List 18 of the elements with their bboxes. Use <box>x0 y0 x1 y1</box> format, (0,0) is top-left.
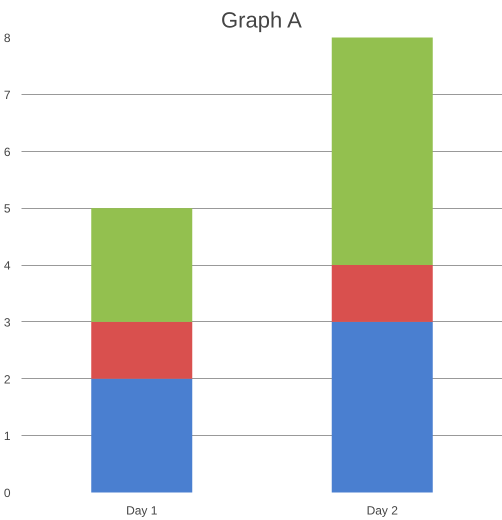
y-tick-label: 2 <box>4 372 11 386</box>
y-tick-label: 1 <box>4 429 11 444</box>
bar <box>332 38 433 265</box>
y-tick-label: 6 <box>4 144 11 159</box>
y-tick-label: 7 <box>4 88 11 102</box>
x-tick-label: Day 1 <box>126 504 158 518</box>
chart-title: Graph A <box>221 8 302 32</box>
bar <box>332 322 433 492</box>
y-tick-label: 5 <box>4 202 11 216</box>
y-tick-label: 0 <box>4 486 11 500</box>
bar <box>332 265 433 322</box>
bar <box>91 322 192 379</box>
y-tick-label: 3 <box>4 315 11 330</box>
y-tick-label: 4 <box>4 258 11 272</box>
bar <box>91 208 192 322</box>
y-tick-label: 8 <box>4 31 11 45</box>
bar <box>91 378 192 492</box>
x-tick-label: Day 2 <box>366 504 398 518</box>
